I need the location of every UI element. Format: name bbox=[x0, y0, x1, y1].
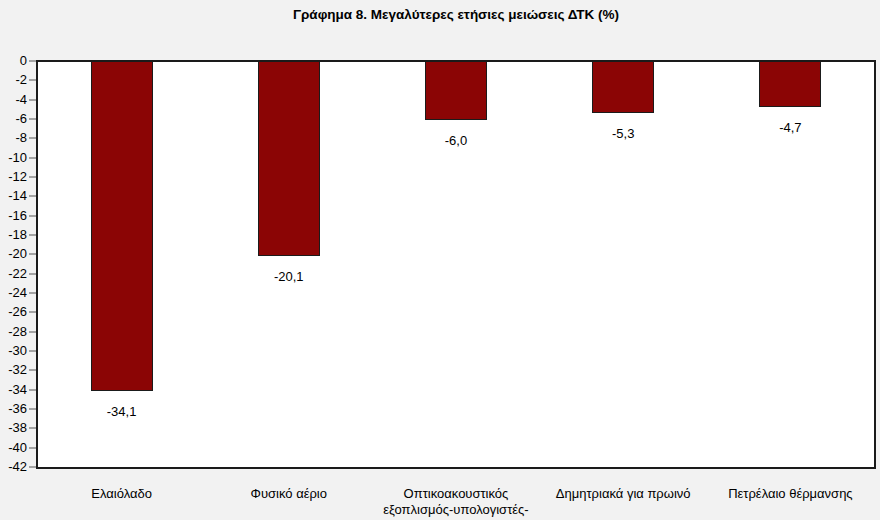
x-category-label: Ελαιόλαδο bbox=[38, 486, 205, 502]
y-tick-mark bbox=[29, 253, 36, 255]
y-tick-label: -30 bbox=[0, 343, 27, 359]
x-category-label: Δημητριακά για πρωινό bbox=[540, 486, 707, 502]
bar-value-label: -4,7 bbox=[707, 121, 874, 135]
y-tick-mark bbox=[29, 292, 36, 294]
y-tick-label: -28 bbox=[0, 324, 27, 340]
y-tick-label: -38 bbox=[0, 420, 27, 436]
y-tick-mark bbox=[29, 311, 36, 313]
y-tick-label: -20 bbox=[0, 246, 27, 262]
y-tick-label: -26 bbox=[0, 304, 27, 320]
y-tick-label: -12 bbox=[0, 169, 27, 185]
y-tick-mark bbox=[29, 176, 36, 178]
y-tick-mark bbox=[29, 447, 36, 449]
y-tick-mark bbox=[29, 234, 36, 236]
bar-value-label: -6,0 bbox=[372, 134, 539, 148]
y-tick-mark bbox=[29, 215, 36, 217]
y-tick-label: -36 bbox=[0, 401, 27, 417]
y-tick-mark bbox=[29, 466, 36, 468]
y-tick-label: -42 bbox=[0, 459, 27, 475]
y-tick-mark bbox=[29, 79, 36, 81]
chart-title: Γράφημα 8. Μεγαλύτερες ετήσιες μειώσεις … bbox=[38, 7, 874, 22]
bar bbox=[91, 62, 153, 391]
y-tick-label: -6 bbox=[0, 111, 27, 127]
bar bbox=[759, 62, 821, 107]
y-tick-mark bbox=[29, 60, 36, 62]
y-tick-label: -40 bbox=[0, 440, 27, 456]
y-tick-label: 0 bbox=[0, 53, 27, 69]
bar bbox=[258, 62, 320, 256]
y-tick-label: -8 bbox=[0, 130, 27, 146]
y-tick-label: -16 bbox=[0, 208, 27, 224]
chart-page: Γράφημα 8. Μεγαλύτερες ετήσιες μειώσεις … bbox=[0, 0, 880, 520]
bar-slot: -20,1 bbox=[205, 62, 372, 467]
y-tick-label: -14 bbox=[0, 188, 27, 204]
bar-slot: -5,3 bbox=[540, 62, 707, 467]
y-tick-mark bbox=[29, 273, 36, 275]
y-tick-label: -2 bbox=[0, 72, 27, 88]
y-tick-label: -10 bbox=[0, 150, 27, 166]
y-tick-label: -32 bbox=[0, 362, 27, 378]
y-tick-mark bbox=[29, 157, 36, 159]
x-category-label: Πετρέλαιο θέρμανσης bbox=[707, 486, 874, 502]
y-tick-label: -34 bbox=[0, 382, 27, 398]
plot-area: -34,1 -20,1 -6,0-5,3-4,7 bbox=[36, 60, 876, 469]
y-tick-label: -4 bbox=[0, 92, 27, 108]
bar-value-label: -34,1 bbox=[38, 405, 205, 419]
y-tick-label: -18 bbox=[0, 227, 27, 243]
y-tick-mark bbox=[29, 99, 36, 101]
y-axis: 0-2-4-6-8-10-12-14-16-18-20-22-24-26-28-… bbox=[0, 61, 36, 467]
y-tick-mark bbox=[29, 369, 36, 371]
y-tick-label: -22 bbox=[0, 266, 27, 282]
y-tick-mark bbox=[29, 195, 36, 197]
y-tick-mark bbox=[29, 408, 36, 410]
bar-slot: -6,0 bbox=[372, 62, 539, 467]
y-tick-mark bbox=[29, 118, 36, 120]
x-category-label: Οπτικοακουστικός εξοπλισμός-υπολογιστές- bbox=[372, 486, 539, 518]
x-category-label: Φυσικό αέριο bbox=[205, 486, 372, 502]
y-tick-mark bbox=[29, 427, 36, 429]
y-tick-label: -24 bbox=[0, 285, 27, 301]
x-axis: ΕλαιόλαδοΦυσικό αέριοΟπτικοακουστικός εξ… bbox=[38, 486, 874, 520]
y-tick-mark bbox=[29, 331, 36, 333]
bar bbox=[425, 62, 487, 120]
bar-slot: -34,1 bbox=[38, 62, 205, 467]
bar-slot: -4,7 bbox=[707, 62, 874, 467]
y-tick-mark bbox=[29, 137, 36, 139]
y-tick-mark bbox=[29, 389, 36, 391]
bar bbox=[592, 62, 654, 113]
bar-value-label: -20,1 bbox=[205, 270, 372, 284]
bar-value-label: -5,3 bbox=[540, 127, 707, 141]
y-tick-mark bbox=[29, 350, 36, 352]
